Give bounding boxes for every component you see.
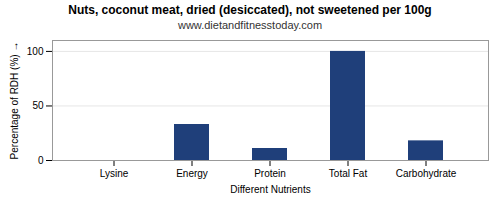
html-text:www.dietandfitnesstoday.com: www.dietandfitnesstoday.com: [178, 19, 322, 31]
svg-text:50: 50: [32, 100, 44, 111]
svg-text:Lysine: Lysine: [100, 168, 129, 179]
svg-text:Carbohydrate: Carbohydrate: [396, 168, 457, 179]
svg-text:100: 100: [27, 46, 44, 57]
svg-text:0: 0: [38, 155, 44, 166]
svg-text:Total Fat: Total Fat: [329, 168, 368, 179]
svg-text:Protein: Protein: [254, 168, 286, 179]
svg-text:Different Nutrients: Different Nutrients: [230, 184, 310, 195]
svg-text:Percentage of RDH (%) →: Percentage of RDH (%) →: [9, 42, 20, 160]
html-text:Nuts, coconut meat, dried (des: Nuts, coconut meat, dried (desiccated), …: [68, 3, 432, 17]
svg-text:Energy: Energy: [176, 168, 208, 179]
